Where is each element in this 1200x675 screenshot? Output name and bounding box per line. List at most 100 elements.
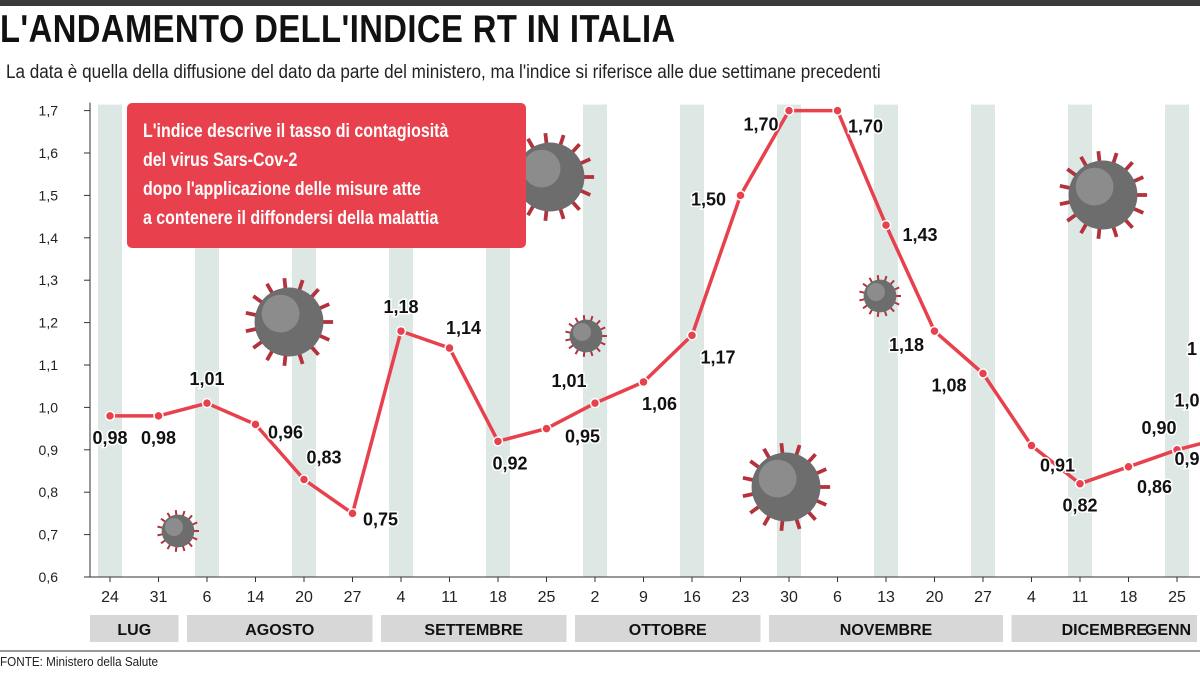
week-band [971, 104, 995, 577]
month-label: AGOSTO [245, 622, 314, 639]
month-label: OTTOBRE [629, 622, 707, 639]
rt-point [541, 423, 552, 434]
x-tick-label: 4 [1027, 589, 1036, 606]
callout-line: del virus Sars-Cov-2 [143, 150, 298, 171]
month-label: NOVEMBRE [840, 622, 933, 639]
y-tick-label: 1,2 [39, 315, 59, 331]
y-tick-label: 1,0 [39, 399, 59, 415]
y-tick-label: 0,9 [39, 442, 59, 458]
y-tick-label: 1,6 [39, 145, 59, 161]
rt-point [686, 330, 698, 341]
week-band [680, 104, 704, 577]
virus-icon [859, 275, 901, 317]
data-label: 1,70 [848, 117, 883, 137]
data-label: 1,08 [931, 375, 966, 395]
x-tick-label: 31 [150, 589, 168, 606]
month-segment [381, 615, 567, 642]
month-segment [769, 615, 1003, 642]
virus-icon [1059, 150, 1148, 240]
x-tick-label: 30 [780, 589, 798, 606]
rt-point [589, 397, 601, 409]
rt-point [880, 219, 892, 231]
rt-point [929, 325, 940, 337]
data-label: 1 [1187, 339, 1197, 359]
y-tick-label: 0,6 [39, 569, 59, 585]
rt-point [492, 436, 504, 447]
rt-point [104, 410, 116, 422]
rt-point [201, 397, 213, 409]
x-tick-label: 18 [489, 589, 507, 606]
rt-point [298, 474, 310, 485]
x-tick-label: 2 [591, 589, 600, 606]
x-tick-label: 14 [247, 589, 265, 606]
x-tick-label: 11 [441, 589, 458, 606]
source-note: FONTE: Ministero della Salute [0, 654, 159, 669]
rt-point [444, 342, 455, 354]
x-tick-label: 11 [1072, 589, 1089, 606]
x-tick-label: 25 [538, 589, 556, 606]
rt-point [638, 376, 649, 388]
data-label: 0,93 [1174, 449, 1200, 469]
rt-point [832, 105, 843, 116]
info-callout: L'indice descrive il tasso di contagiosi… [127, 103, 526, 248]
month-label: DICEMBRE [1062, 622, 1148, 639]
y-tick-label: 0,7 [39, 527, 59, 543]
data-label: 0,98 [92, 428, 127, 448]
rt-point [395, 325, 407, 337]
x-tick-label: 4 [397, 589, 406, 606]
x-tick-label: 16 [683, 589, 701, 606]
y-tick-label: 1,5 [39, 187, 59, 203]
callout-line: dopo l'applicazione delle misure atte [143, 179, 421, 200]
month-segment [575, 615, 761, 642]
data-label: 0,75 [363, 509, 398, 529]
x-tick-label: 6 [203, 589, 212, 606]
x-tick-label: 18 [1120, 589, 1138, 606]
month-label: GENN [1145, 622, 1191, 639]
x-tick-label: 6 [833, 589, 842, 606]
x-tick-label: 27 [974, 589, 992, 606]
x-tick-label: 20 [926, 589, 944, 606]
rt-point [347, 508, 358, 519]
month-segment [90, 615, 179, 642]
data-label: 1,01 [551, 371, 586, 391]
rt-point [783, 105, 795, 116]
data-label: 0,86 [1137, 477, 1172, 497]
chart-title: L'ANDAMENTO DELL'INDICE RT IN ITALIA [0, 8, 676, 51]
week-band [874, 104, 898, 577]
data-label: 1,03 [1174, 391, 1200, 411]
data-label: 0,83 [306, 447, 341, 467]
x-tick-label: 25 [1168, 589, 1186, 606]
data-label: 1,18 [889, 335, 924, 355]
rt-point [1074, 478, 1086, 489]
x-tick-label: 13 [877, 589, 895, 606]
data-label: 0,96 [268, 422, 303, 442]
rt-point [1123, 461, 1134, 473]
data-label: 0,95 [565, 427, 600, 447]
virus-icon [157, 510, 199, 552]
callout-line: a contenere il diffondersi della malatti… [143, 208, 439, 229]
y-tick-label: 0,8 [39, 484, 59, 500]
x-tick-label: 9 [639, 589, 648, 606]
callout-line: L'indice descrive il tasso di contagiosi… [143, 121, 449, 142]
data-label: 1,18 [383, 297, 418, 317]
data-label: 1,70 [743, 115, 778, 135]
week-band [1165, 104, 1189, 577]
top-rule [0, 0, 1200, 6]
month-segment [1011, 615, 1197, 642]
rt-point [1026, 440, 1037, 451]
data-label: 0,92 [492, 453, 527, 473]
chart-subtitle: La data è quella della diffusione del da… [6, 62, 881, 83]
virus-icon [565, 315, 607, 357]
x-tick-label: 24 [101, 589, 119, 606]
virus-icon [245, 277, 334, 367]
x-tick-label: 23 [732, 589, 750, 606]
data-label: 1,06 [642, 394, 677, 414]
data-label: 1,17 [700, 347, 735, 367]
data-label: 0,91 [1040, 456, 1075, 476]
rt-point [1171, 444, 1183, 456]
x-tick-label: 20 [295, 589, 313, 606]
x-tick-label: 27 [344, 589, 362, 606]
rt-point [977, 368, 989, 379]
rt-series-line [110, 108, 1200, 516]
